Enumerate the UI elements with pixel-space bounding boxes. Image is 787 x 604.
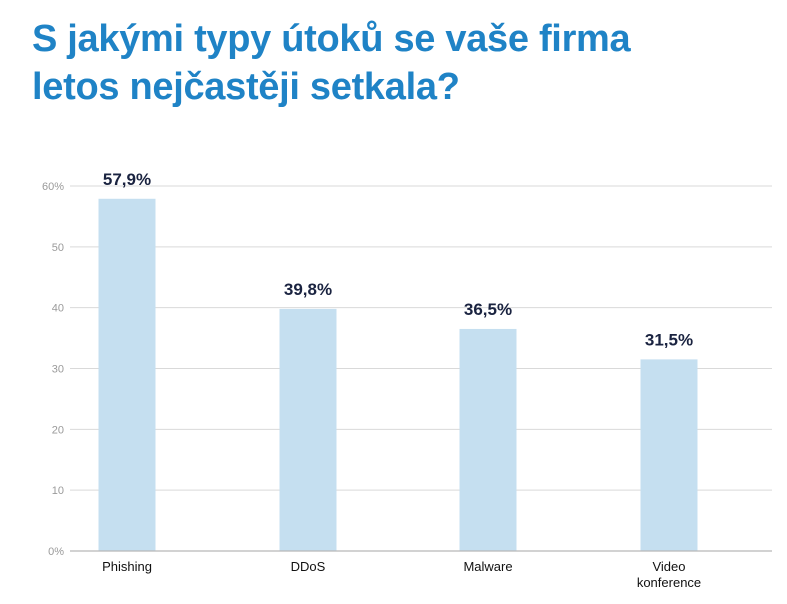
y-tick-label: 50 (52, 242, 64, 254)
data-label: 39,8% (284, 280, 332, 299)
title-line-1: S jakými typy útoků se vaše firma (32, 18, 631, 60)
bar (98, 198, 156, 551)
page-title: S jakými typy útoků se vaše firma letos … (32, 15, 772, 111)
y-tick-label: 30 (52, 364, 64, 376)
bar (640, 359, 698, 551)
title-line-2: letos nejčastěji setkala? (32, 66, 460, 108)
x-tick-label: konference (637, 575, 701, 590)
x-tick-label: Video (652, 559, 685, 574)
y-tick-label: 0% (48, 546, 64, 558)
y-tick-label: 40 (52, 303, 64, 315)
data-label: 57,9% (103, 170, 151, 189)
bar (459, 328, 517, 551)
y-tick-label: 10 (52, 485, 64, 497)
x-tick-label: DDoS (291, 559, 326, 574)
x-tick-label: Malware (463, 559, 512, 574)
y-tick-label: 60% (42, 181, 64, 193)
bar (279, 308, 337, 551)
x-tick-label: Phishing (102, 559, 152, 574)
data-label: 31,5% (645, 330, 693, 349)
y-tick-label: 20 (52, 424, 64, 436)
data-label: 36,5% (464, 300, 512, 319)
